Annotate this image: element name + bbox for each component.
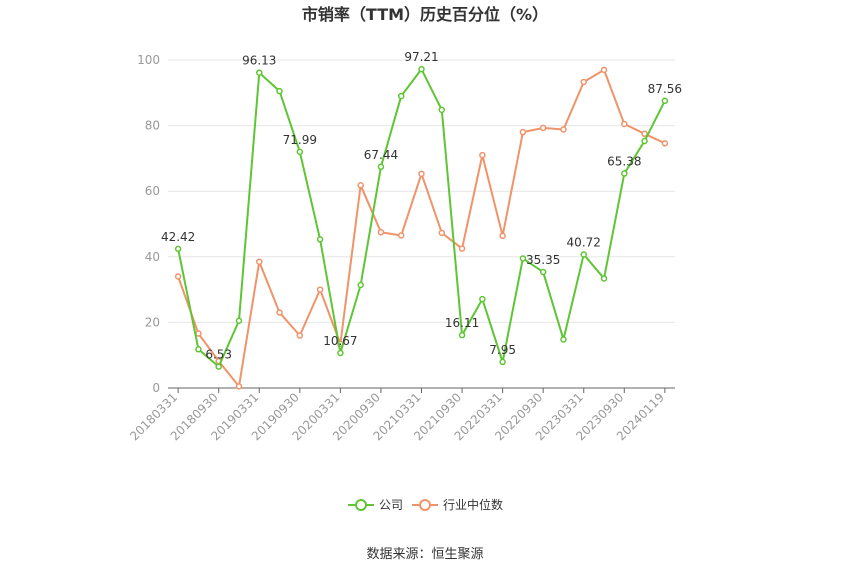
legend: 公司 行业中位数 [348, 497, 503, 512]
data-point[interactable] [235, 317, 243, 325]
data-source: 数据来源：恒生聚源 [366, 547, 483, 562]
legend-industry-label: 行业中位数 [443, 497, 503, 512]
data-point[interactable] [621, 120, 628, 128]
data-point[interactable] [458, 245, 466, 252]
data-point[interactable] [337, 349, 344, 357]
data-label: 7.95 [489, 343, 516, 357]
data-point[interactable] [397, 232, 405, 239]
data-label: 67.44 [364, 148, 398, 162]
data-point[interactable] [316, 236, 324, 243]
data-label: 87.56 [648, 82, 682, 96]
data-point[interactable] [235, 383, 243, 390]
chart-title: 市销率（TTM）历史百分位（%） [302, 5, 548, 24]
y-tick-label: 20 [145, 315, 160, 329]
legend-company-marker [355, 499, 367, 511]
data-point[interactable] [357, 182, 364, 189]
data-labels: 42.42 6.53 96.13 71.99 10.67 67.44 97.21 16.11 7… [161, 50, 682, 361]
data-label: 35.35 [526, 253, 560, 267]
legend-industry-marker [419, 499, 431, 511]
data-point[interactable] [580, 78, 587, 86]
y-tick-label: 60 [145, 184, 160, 198]
data-label: 96.13 [242, 54, 276, 68]
data-point[interactable] [479, 151, 486, 159]
data-point[interactable] [539, 268, 547, 276]
data-point[interactable] [418, 65, 425, 73]
series-line [177, 68, 666, 388]
legend-company-label: 公司 [379, 498, 403, 512]
data-point[interactable] [316, 286, 324, 293]
legend-item-industry-median[interactable]: 行业中位数 [412, 497, 503, 512]
data-point[interactable] [377, 228, 385, 236]
data-point[interactable] [438, 106, 446, 114]
data-point[interactable] [560, 336, 567, 343]
data-point[interactable] [276, 309, 283, 316]
data-point[interactable] [539, 124, 547, 132]
data-point[interactable] [499, 232, 506, 240]
data-point[interactable] [174, 245, 182, 253]
data-point[interactable] [195, 330, 202, 337]
y-tick-label: 0 [152, 381, 160, 395]
y-tick-label: 40 [145, 250, 160, 264]
data-point[interactable] [357, 281, 364, 289]
data-point[interactable] [641, 137, 648, 145]
data-point[interactable] [296, 148, 304, 156]
data-point[interactable] [519, 128, 527, 136]
data-point[interactable] [661, 97, 669, 105]
data-point[interactable] [560, 126, 567, 133]
data-point[interactable] [641, 130, 648, 138]
data-point[interactable] [256, 69, 263, 76]
data-point[interactable] [661, 140, 669, 147]
series-company [174, 65, 669, 370]
data-point[interactable] [458, 331, 466, 339]
data-point[interactable] [479, 295, 486, 303]
data-point[interactable] [418, 170, 425, 178]
data-point[interactable] [276, 87, 283, 95]
data-label: 42.42 [161, 230, 195, 244]
data-label: 97.21 [404, 50, 438, 64]
data-point[interactable] [296, 332, 304, 339]
data-label: 6.53 [205, 348, 232, 362]
data-point[interactable] [438, 229, 446, 237]
legend-item-company[interactable]: 公司 [348, 498, 403, 512]
series-industry-median [174, 66, 669, 390]
data-label: 16.11 [445, 316, 479, 330]
data-point[interactable] [397, 92, 405, 100]
data-point[interactable] [499, 358, 506, 366]
data-point[interactable] [621, 170, 628, 177]
y-axis: 0 20 40 60 80 100 [137, 53, 160, 395]
data-point[interactable] [600, 66, 608, 74]
data-point[interactable] [195, 346, 202, 353]
data-point[interactable] [580, 251, 587, 258]
data-label: 40.72 [567, 235, 601, 249]
data-label: 65.38 [607, 155, 641, 169]
data-label: 71.99 [283, 133, 317, 147]
data-point[interactable] [215, 363, 222, 370]
grid-lines [168, 59, 675, 323]
y-tick-label: 100 [137, 53, 160, 67]
y-tick-label: 80 [145, 119, 160, 133]
data-point[interactable] [256, 258, 263, 265]
data-label: 10.67 [323, 334, 357, 348]
series-layer [174, 65, 669, 390]
data-point[interactable] [600, 275, 608, 282]
data-point[interactable] [519, 255, 527, 262]
x-axis: 2018033120180930201903312019093020200331… [127, 387, 675, 443]
data-point[interactable] [377, 163, 385, 171]
data-point[interactable] [174, 273, 182, 280]
